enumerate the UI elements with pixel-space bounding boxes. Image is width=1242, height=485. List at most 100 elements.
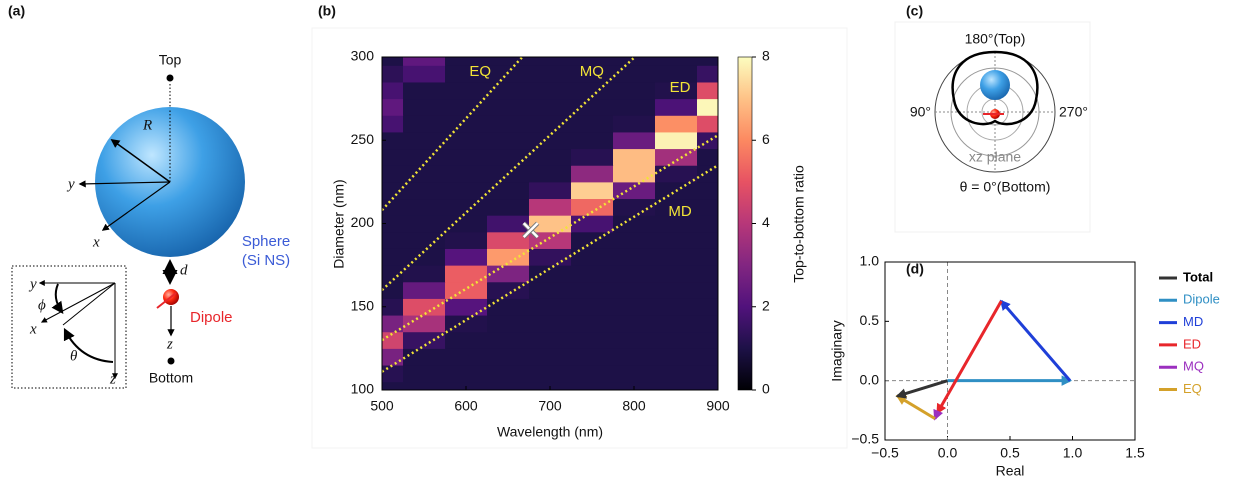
bottom-dot <box>167 357 175 365</box>
heatmap-cell <box>529 265 572 283</box>
x-tick-label: 700 <box>538 398 562 414</box>
heatmap-cell <box>571 165 614 183</box>
heatmap-cell <box>571 248 614 266</box>
heatmap-cell <box>487 298 530 316</box>
polar-diagram: 180°(Top) 90° 270° xz plane θ = 0°(Botto… <box>894 21 1091 233</box>
radius-arrow <box>110 138 171 183</box>
legend-label: Total <box>1183 269 1213 284</box>
x-axis-title: Wavelength (nm) <box>497 424 603 440</box>
heatmap-cell <box>445 315 488 333</box>
vector <box>895 379 948 399</box>
heatmap-cell <box>382 215 404 233</box>
heatmap-cell <box>487 348 530 366</box>
heatmap-cell <box>529 315 572 333</box>
colorbar-tick-label: 6 <box>762 131 770 147</box>
bottom-label: Bottom <box>149 370 193 386</box>
heatmap-cell <box>403 315 446 333</box>
heatmap-cell <box>529 215 572 233</box>
heatmap-cell <box>487 265 530 283</box>
heatmap-cell <box>487 281 530 299</box>
y-tick-label: 200 <box>351 214 375 230</box>
x-arrow <box>101 181 171 231</box>
y-tick-label: 0.0 <box>860 371 880 387</box>
x-tick-label: 1.5 <box>1125 445 1145 461</box>
colorbar-tick-label: 8 <box>762 48 770 64</box>
radiation-pattern <box>951 50 1039 126</box>
heatmap-cell <box>382 198 404 216</box>
heatmap-cell <box>382 98 404 116</box>
heatmap-cell <box>445 181 488 200</box>
heatmap-cell <box>445 65 488 83</box>
heatmap-cell <box>655 315 698 333</box>
heatmap-cell <box>445 231 488 249</box>
vector <box>999 299 1072 382</box>
heatmap-cell <box>445 148 488 166</box>
heatmap-cell <box>613 381 656 390</box>
panel-label: (a) <box>8 3 25 19</box>
heatmap-cell <box>613 115 656 133</box>
heatmap-cell <box>655 348 698 366</box>
mode-label: ED <box>670 79 691 96</box>
heatmap-cell <box>445 57 488 66</box>
heatmap-cell <box>571 198 614 216</box>
y-arrow <box>78 180 171 188</box>
heatmap-cell <box>655 215 698 233</box>
y-tick-label: 300 <box>351 48 375 64</box>
phi-label: ϕ <box>38 297 46 313</box>
heatmap-cell <box>571 231 614 249</box>
mode-line <box>382 134 718 342</box>
heatmap-cell <box>571 365 614 383</box>
heatmap-cell <box>697 315 718 333</box>
heatmap-cell <box>487 331 530 349</box>
heatmap-cell <box>382 165 404 183</box>
polar-plane: xz plane <box>969 149 1021 165</box>
heatmap-cell <box>655 231 698 249</box>
heatmap-cell <box>613 298 656 316</box>
heatmap-cell <box>697 248 718 266</box>
heatmap-cell <box>655 381 698 390</box>
x-axis-title: Real <box>996 463 1025 479</box>
heatmap-cell <box>529 65 572 83</box>
heatmap-cell <box>613 331 656 349</box>
sphere-label: Sphere <box>242 233 290 250</box>
heatmap-cell <box>571 381 614 390</box>
heatmap-cell <box>403 148 446 166</box>
heatmap-cell <box>697 348 718 366</box>
heatmap-cell <box>487 131 530 150</box>
colorbar <box>737 56 753 391</box>
heatmap-cell <box>382 81 404 100</box>
heatmap-cell <box>655 298 698 316</box>
heatmap-cell <box>445 331 488 349</box>
heatmap-cell <box>403 81 446 100</box>
heatmap-cell <box>655 131 698 150</box>
plot-frame <box>884 261 1136 441</box>
colorbar-tick-label: 4 <box>762 214 770 230</box>
heatmap-cell <box>403 65 446 83</box>
heatmap-cell <box>445 298 488 316</box>
heatmap-cell <box>655 81 698 100</box>
heatmap-cell <box>403 248 446 266</box>
heatmap-cell <box>403 215 446 233</box>
theta-arc <box>63 327 114 363</box>
heatmap-cell <box>655 148 698 166</box>
heatmap-cell <box>613 248 656 266</box>
gap-label: d <box>180 262 188 278</box>
heatmap-cell <box>382 265 404 283</box>
inset-vector <box>62 282 116 326</box>
y-tick-label: 150 <box>351 297 375 313</box>
heatmap-cell <box>571 115 614 133</box>
heatmap-cell <box>613 215 656 233</box>
heatmap-cell <box>487 57 530 66</box>
heatmap-cell <box>382 231 404 249</box>
x-tick-label: 900 <box>706 398 730 414</box>
heatmap-cell <box>445 81 488 100</box>
heatmap-cell <box>382 57 404 66</box>
heatmap-cell <box>382 148 404 166</box>
heatmap-cell <box>529 165 572 183</box>
mode-label: MQ <box>580 63 604 80</box>
heatmap-cell <box>613 65 656 83</box>
vector <box>936 300 1003 415</box>
heatmap-cell <box>571 298 614 316</box>
heatmap-cell <box>613 98 656 116</box>
heatmap-cell <box>445 131 488 150</box>
